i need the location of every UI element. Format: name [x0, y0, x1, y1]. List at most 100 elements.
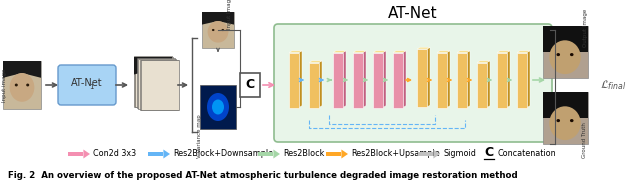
Ellipse shape: [549, 40, 580, 74]
Polygon shape: [363, 51, 366, 108]
Text: AT-Net: AT-Net: [71, 78, 103, 88]
Polygon shape: [134, 57, 172, 74]
Ellipse shape: [207, 93, 229, 121]
Bar: [543, 92, 588, 144]
Bar: [68, 152, 83, 156]
Polygon shape: [467, 51, 470, 108]
Ellipse shape: [26, 83, 29, 86]
Bar: [135, 57, 173, 107]
Bar: [418, 152, 433, 156]
Text: Ground Truth: Ground Truth: [582, 122, 588, 158]
Polygon shape: [393, 51, 406, 52]
Polygon shape: [3, 61, 41, 78]
Bar: [477, 62, 487, 108]
Text: Res2Block: Res2Block: [283, 149, 324, 158]
Text: Res2Block+Upsample: Res2Block+Upsample: [351, 149, 440, 158]
Ellipse shape: [207, 21, 228, 43]
Bar: [240, 73, 260, 97]
Ellipse shape: [221, 29, 224, 31]
Bar: [543, 26, 588, 78]
Bar: [437, 52, 447, 108]
Bar: [497, 52, 507, 108]
Polygon shape: [309, 61, 322, 62]
Bar: [138, 59, 176, 109]
Text: Con2d 3x3: Con2d 3x3: [93, 149, 136, 158]
Text: V Variance map: V Variance map: [198, 114, 202, 158]
Polygon shape: [333, 51, 346, 52]
Bar: [202, 12, 234, 48]
FancyBboxPatch shape: [274, 24, 552, 142]
Text: Sigmoid: Sigmoid: [443, 149, 476, 158]
Ellipse shape: [157, 80, 160, 83]
Polygon shape: [289, 51, 302, 52]
Bar: [457, 52, 467, 108]
Ellipse shape: [570, 119, 573, 122]
Polygon shape: [403, 51, 406, 108]
Bar: [148, 152, 163, 156]
Bar: [353, 52, 363, 108]
Polygon shape: [527, 51, 530, 108]
Ellipse shape: [212, 99, 224, 114]
Ellipse shape: [212, 29, 214, 31]
Polygon shape: [202, 12, 234, 25]
Polygon shape: [487, 61, 490, 108]
Text: $\mathcal{L}_{final}$: $\mathcal{L}_{final}$: [600, 78, 627, 92]
Polygon shape: [477, 61, 490, 62]
Ellipse shape: [146, 80, 149, 83]
FancyBboxPatch shape: [58, 65, 116, 105]
Polygon shape: [417, 47, 430, 49]
Polygon shape: [319, 61, 322, 108]
Text: C: C: [484, 146, 493, 158]
Bar: [134, 57, 172, 107]
Text: Concatenation: Concatenation: [498, 149, 557, 158]
Ellipse shape: [141, 70, 165, 99]
Ellipse shape: [556, 119, 560, 122]
Bar: [136, 58, 175, 108]
Bar: [258, 152, 273, 156]
Bar: [289, 52, 299, 108]
Bar: [333, 52, 343, 108]
Polygon shape: [497, 51, 510, 52]
Ellipse shape: [549, 106, 580, 140]
Polygon shape: [543, 26, 588, 52]
Text: Input Image: Input Image: [227, 0, 232, 29]
Polygon shape: [353, 51, 366, 52]
Ellipse shape: [556, 53, 560, 56]
Text: 1: 1: [89, 84, 93, 90]
Polygon shape: [433, 149, 440, 158]
Bar: [393, 52, 403, 108]
Polygon shape: [343, 51, 346, 108]
Text: C: C: [245, 79, 255, 92]
Polygon shape: [83, 149, 90, 158]
Ellipse shape: [570, 53, 573, 56]
Polygon shape: [373, 51, 386, 52]
Polygon shape: [517, 51, 530, 52]
Ellipse shape: [10, 73, 35, 102]
Polygon shape: [507, 51, 510, 108]
Polygon shape: [437, 51, 450, 52]
Bar: [141, 60, 179, 110]
Text: Res2Block+Downsample: Res2Block+Downsample: [173, 149, 273, 158]
Polygon shape: [457, 51, 470, 52]
Polygon shape: [447, 51, 450, 108]
Bar: [3, 61, 41, 109]
Bar: [417, 49, 427, 107]
Polygon shape: [341, 149, 348, 158]
Text: Fig. 2  An overview of the proposed AT-Net atmospheric turbulence degraded image: Fig. 2 An overview of the proposed AT-Ne…: [8, 171, 518, 180]
Polygon shape: [427, 47, 430, 107]
Bar: [134, 56, 172, 106]
Bar: [517, 52, 527, 108]
Text: Output Image: Output Image: [582, 9, 588, 47]
Bar: [373, 52, 383, 108]
Polygon shape: [299, 51, 302, 108]
Polygon shape: [383, 51, 386, 108]
Polygon shape: [273, 149, 280, 158]
Ellipse shape: [15, 83, 18, 86]
Polygon shape: [163, 149, 170, 158]
Bar: [309, 62, 319, 108]
Text: AT-Net: AT-Net: [388, 7, 438, 21]
Bar: [140, 59, 177, 109]
Bar: [200, 85, 236, 129]
Text: Input image: Input image: [3, 68, 8, 102]
Polygon shape: [543, 92, 588, 118]
